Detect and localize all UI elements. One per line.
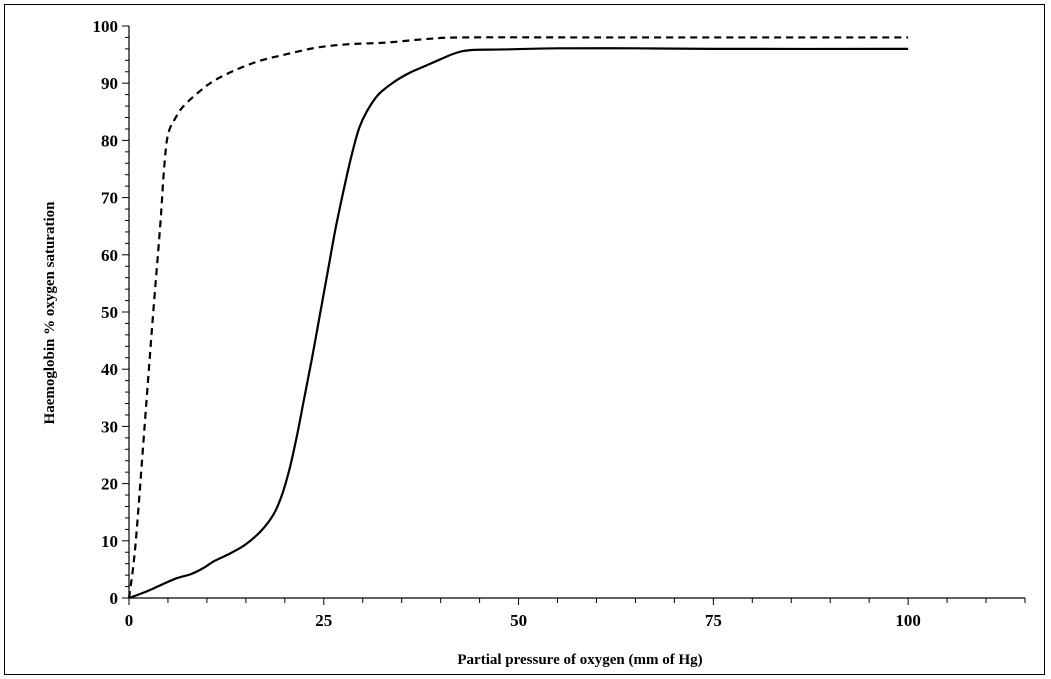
y-tick-label: 20: [101, 475, 118, 494]
y-tick-label: 10: [101, 532, 118, 551]
y-tick-label: 30: [101, 417, 118, 436]
y-tick-label: 50: [101, 303, 118, 322]
ticks: [122, 25, 1026, 605]
axes: [128, 26, 1025, 599]
dashed-series-line: [127, 36, 909, 599]
x-tick-label: 0: [125, 611, 134, 630]
y-tick-label: 90: [101, 74, 118, 93]
x-tick-label: 25: [315, 611, 332, 630]
y-tick-label: 40: [101, 360, 118, 379]
y-tick-label: 70: [101, 189, 118, 208]
y-tick-label: 100: [93, 17, 119, 36]
y-tick-label: 0: [110, 589, 119, 608]
y-tick-label: 80: [101, 131, 118, 150]
solid-series-line: [128, 47, 909, 600]
series-layer: [127, 36, 909, 600]
tick-labels: 0 25 50 75 100 0 10 20 30 40 50 60 70 80 90 100: [93, 17, 921, 630]
x-axis-title: Partial pressure of oxygen (mm of Hg): [457, 652, 702, 668]
y-tick-label: 60: [101, 246, 118, 265]
y-axis-title: Haemoglobin % oxygen saturation: [42, 201, 58, 425]
x-tick-label: 75: [705, 611, 722, 630]
x-tick-label: 50: [510, 611, 527, 630]
x-tick-label: 100: [895, 611, 921, 630]
